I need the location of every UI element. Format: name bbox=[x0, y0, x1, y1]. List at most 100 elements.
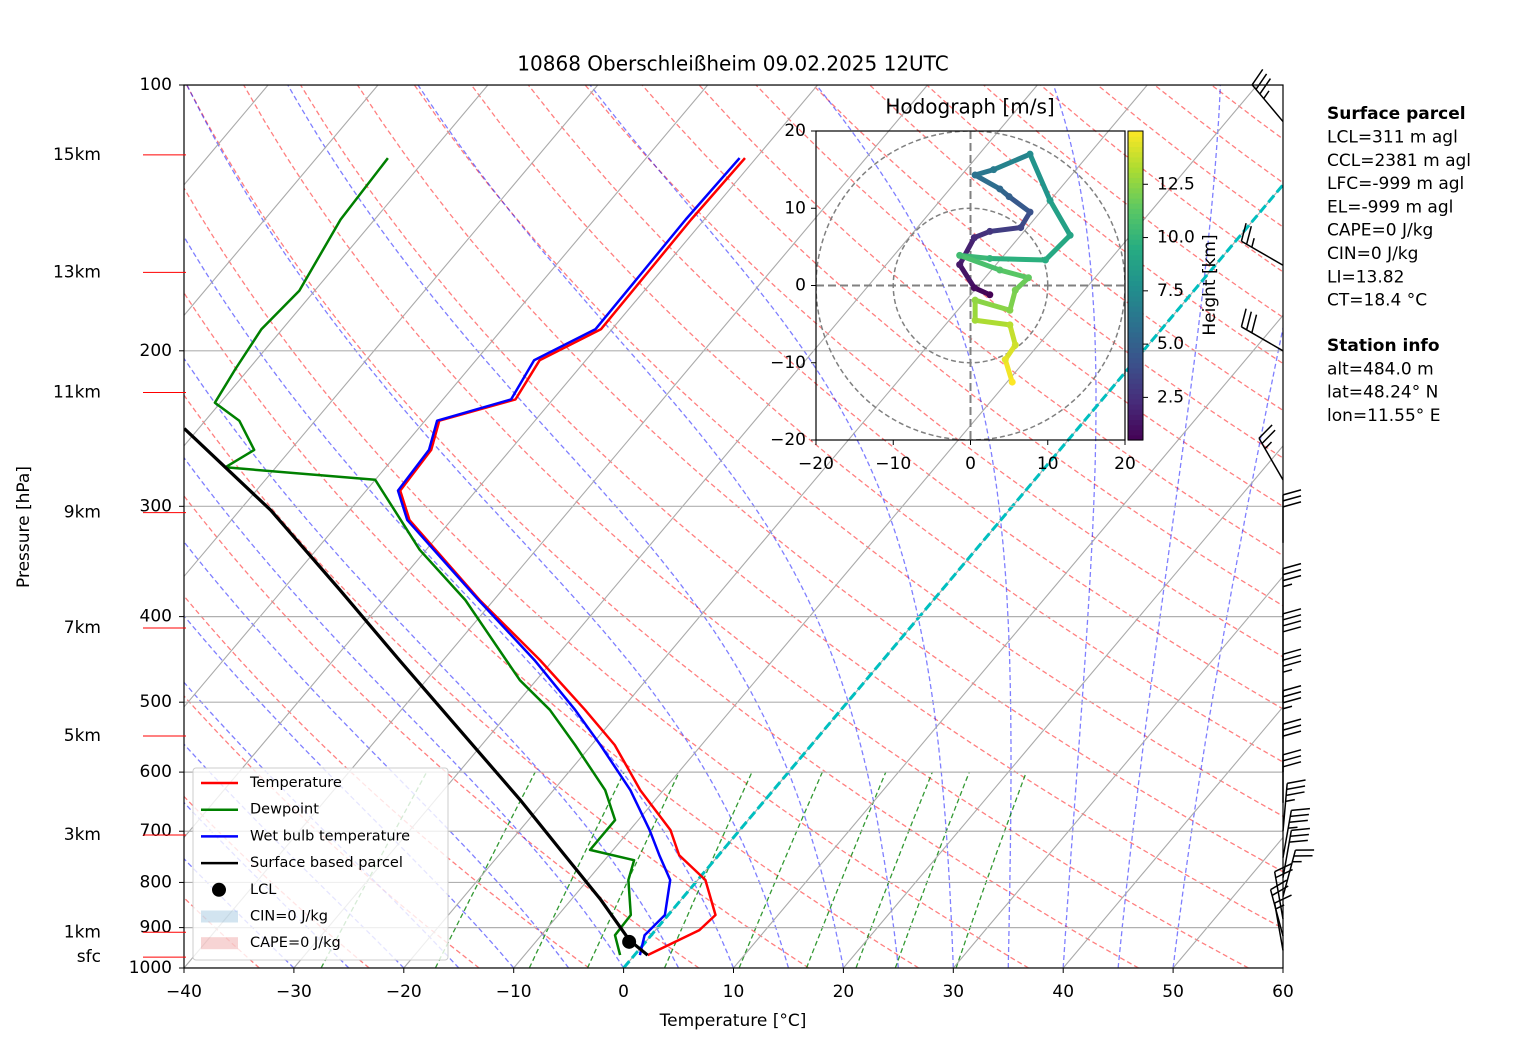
hodograph-segment bbox=[957, 252, 1003, 273]
wind-barb bbox=[1282, 685, 1302, 739]
isotherm bbox=[184, 85, 599, 578]
colorbar-tick-label: 12.5 bbox=[1157, 174, 1195, 194]
barb-full bbox=[1270, 879, 1288, 891]
colorbar-step bbox=[1128, 419, 1143, 426]
colorbar-tick-label: 7.5 bbox=[1157, 281, 1184, 301]
moist-adiabat bbox=[184, 456, 625, 968]
moist-adiabat bbox=[589, 85, 954, 968]
x-tick-label: 0 bbox=[618, 982, 629, 1002]
hodograph-point bbox=[1041, 256, 1049, 264]
wind-barb bbox=[1282, 827, 1311, 878]
height-label: 11km bbox=[53, 383, 101, 403]
dry-adiabat bbox=[184, 394, 810, 968]
barb-staff bbox=[1282, 830, 1293, 878]
colorbar-step bbox=[1128, 373, 1143, 379]
colorbar-step bbox=[1128, 398, 1143, 405]
dry-adiabat bbox=[527, 85, 1283, 710]
height-label: 7km bbox=[64, 618, 101, 638]
hodograph-point bbox=[956, 261, 964, 269]
hodograph-segment bbox=[987, 255, 1048, 263]
colorbar-step bbox=[1128, 223, 1143, 230]
y-tick-label: 400 bbox=[140, 607, 172, 627]
colorbar-step bbox=[1128, 197, 1143, 204]
barb-full bbox=[1282, 749, 1302, 756]
colorbar-step bbox=[1128, 156, 1143, 163]
barb-staff bbox=[1282, 849, 1297, 897]
hodograph-point bbox=[1024, 274, 1032, 282]
hodograph-segment bbox=[1027, 151, 1053, 204]
colorbar-step bbox=[1128, 326, 1143, 333]
barb-full bbox=[1282, 608, 1302, 615]
isotherm bbox=[184, 85, 709, 708]
barb-full bbox=[1282, 568, 1302, 576]
barb-full bbox=[1258, 424, 1273, 439]
info-line: CT=18.4 °C bbox=[1327, 291, 1427, 311]
barb-staff bbox=[1282, 810, 1293, 858]
barb-half bbox=[1264, 441, 1273, 450]
info-heading: Station info bbox=[1327, 336, 1440, 356]
hodograph-point bbox=[986, 254, 994, 262]
info-line: CCL=2381 m agl bbox=[1327, 151, 1471, 171]
wind-barb bbox=[1240, 308, 1284, 352]
colorbar-step bbox=[1128, 342, 1143, 348]
barb-half bbox=[1288, 826, 1298, 829]
wind-barb bbox=[1258, 424, 1284, 481]
moist-adiabat bbox=[184, 614, 515, 968]
wind-barb bbox=[1251, 68, 1284, 123]
y-tick-label: 20 bbox=[784, 121, 806, 141]
y-tick-label: −20 bbox=[770, 430, 806, 450]
moist-adiabat bbox=[184, 540, 570, 968]
y-tick-label: 800 bbox=[140, 872, 172, 892]
height-label: 3km bbox=[64, 825, 101, 845]
colorbar-step bbox=[1128, 234, 1143, 240]
barb-full bbox=[1282, 489, 1302, 496]
dry-adiabat bbox=[184, 494, 700, 968]
dry-adiabat bbox=[698, 85, 1283, 557]
wind-barb bbox=[1282, 562, 1302, 617]
dry-adiabat bbox=[1154, 85, 1283, 184]
info-line: alt=484.0 m bbox=[1327, 359, 1434, 379]
dry-adiabat bbox=[470, 85, 1283, 763]
colorbar-step bbox=[1128, 367, 1143, 374]
colorbar-step bbox=[1128, 362, 1143, 369]
isotherm bbox=[184, 85, 489, 447]
colorbar-step bbox=[1128, 249, 1143, 256]
moist-adiabat bbox=[184, 681, 460, 968]
hodograph-point bbox=[971, 171, 979, 179]
isotherm bbox=[1282, 967, 1283, 968]
barb-full bbox=[1240, 222, 1247, 242]
barb-staff bbox=[1282, 783, 1288, 832]
colorbar-step bbox=[1128, 218, 1143, 225]
info-line: LFC=-999 m agl bbox=[1327, 174, 1464, 194]
dry-adiabat bbox=[300, 85, 1283, 930]
legend-swatch bbox=[201, 937, 238, 950]
colorbar-step bbox=[1128, 213, 1143, 220]
barb-half bbox=[1282, 583, 1293, 588]
mixing-ratio-line bbox=[528, 771, 625, 968]
colorbar-step bbox=[1128, 357, 1143, 364]
barb-staff bbox=[1269, 889, 1284, 937]
x-tick-label: 0 bbox=[965, 454, 976, 474]
colorbar-tick-label: 5.0 bbox=[1157, 334, 1184, 354]
colorbar-step bbox=[1128, 378, 1143, 384]
profile-line bbox=[398, 157, 746, 957]
x-tick-label: −20 bbox=[386, 982, 422, 1002]
hodograph-point bbox=[996, 185, 1004, 193]
plot-area bbox=[184, 157, 746, 957]
height-label: sfc bbox=[77, 947, 101, 967]
barb-staff bbox=[1273, 871, 1284, 920]
barb-half bbox=[1282, 668, 1293, 673]
moist-adiabat bbox=[186, 85, 790, 968]
colorbar-step bbox=[1128, 331, 1143, 338]
hodograph-segment bbox=[972, 172, 1003, 192]
y-tick-label: 600 bbox=[140, 762, 172, 782]
legend-label: CIN=0 J/kg bbox=[250, 909, 328, 925]
height-label: 13km bbox=[53, 262, 101, 282]
barb-full bbox=[1289, 819, 1308, 823]
colorbar-step bbox=[1128, 300, 1143, 307]
colorbar-step bbox=[1128, 414, 1143, 420]
barb-full bbox=[1290, 833, 1309, 837]
colorbar-step bbox=[1128, 259, 1143, 266]
